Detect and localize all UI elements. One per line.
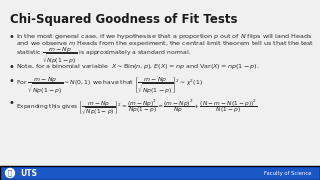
Text: Chi-Squared Goodness of Fit Tests: Chi-Squared Goodness of Fit Tests — [10, 13, 237, 26]
Text: In the most general case, if we hypothesise that a proportion $p$ out of $N$ fli: In the most general case, if we hypothes… — [16, 32, 312, 41]
Text: statistic $\dfrac{m - Np}{\sqrt{Np(1-p)}}$ is approximately a standard normal.: statistic $\dfrac{m - Np}{\sqrt{Np(1-p)}… — [16, 46, 191, 66]
Text: Expanding this gives $\left[\dfrac{m - Np}{\sqrt{Np(1-p)}}\right]^2= \dfrac{(m-N: Expanding this gives $\left[\dfrac{m - N… — [16, 98, 258, 116]
Text: •: • — [8, 76, 14, 86]
FancyBboxPatch shape — [0, 166, 320, 180]
Text: Note, for a binomial variable  $X \sim \mathrm{Bin}(n,p)$, $E(X) = np$ and $\mat: Note, for a binomial variable $X \sim \m… — [16, 62, 260, 71]
Text: •: • — [8, 62, 14, 72]
Text: Ⓤ: Ⓤ — [8, 170, 12, 176]
Text: and we observe $m$ Heads from the experiment, the central limit theorem tell us : and we observe $m$ Heads from the experi… — [16, 39, 314, 48]
Text: For $\dfrac{m - Np}{\sqrt{Np(1-p)}} \sim N(0,1)$ we have that $\left[\dfrac{m - : For $\dfrac{m - Np}{\sqrt{Np(1-p)}} \sim… — [16, 76, 203, 96]
Text: •: • — [8, 98, 14, 108]
Text: Faculty of Science: Faculty of Science — [265, 170, 312, 175]
Circle shape — [5, 168, 14, 177]
Text: •: • — [8, 32, 14, 42]
Text: UTS: UTS — [20, 168, 37, 177]
